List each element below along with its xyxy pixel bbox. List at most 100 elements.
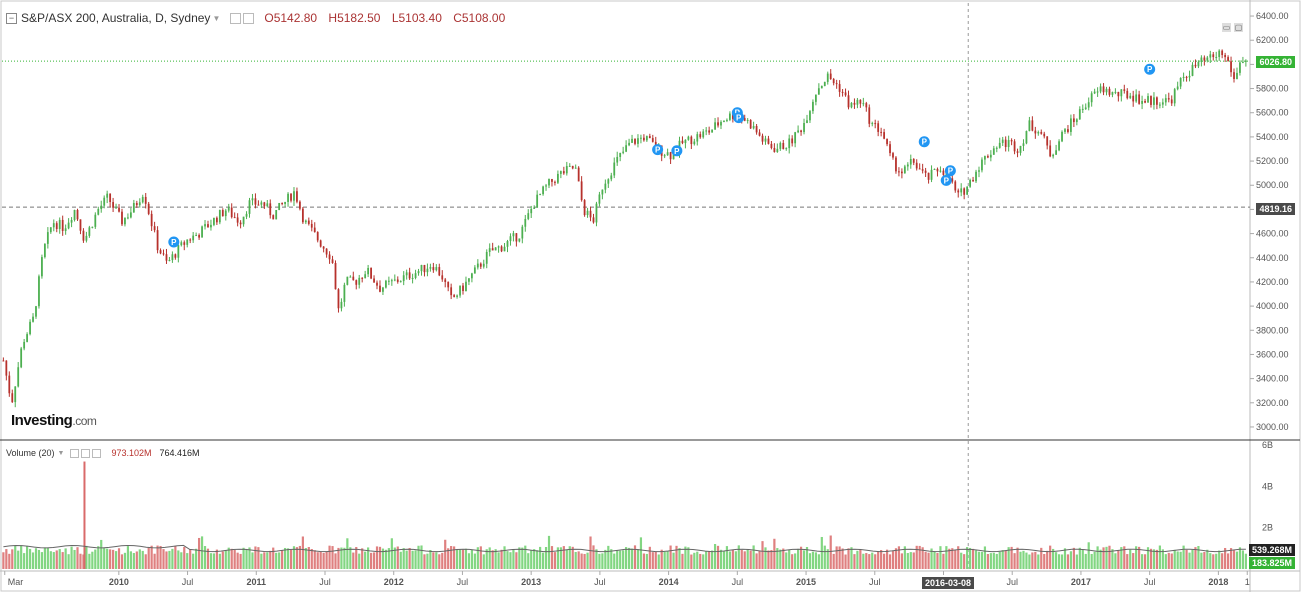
volume-bar xyxy=(364,551,367,569)
volume-bar xyxy=(1034,551,1037,569)
candle-body xyxy=(868,107,871,124)
y-tick-label: 4400.00 xyxy=(1256,253,1289,263)
close-icon[interactable] xyxy=(243,12,255,24)
candle-body xyxy=(960,188,963,193)
volume-bar xyxy=(1200,552,1203,569)
settings-icon[interactable] xyxy=(81,448,91,458)
candle-body xyxy=(981,159,983,171)
volume-bar xyxy=(1179,551,1182,569)
volume-bar xyxy=(1114,553,1117,569)
volume-bar xyxy=(367,547,370,569)
volume-label[interactable]: Volume (20) xyxy=(6,448,55,458)
volume-bar xyxy=(254,546,257,569)
x-tick-label: 2017 xyxy=(1071,577,1091,587)
volume-bar xyxy=(482,554,485,569)
volume-bar xyxy=(1093,551,1096,569)
volume-bar xyxy=(325,551,328,569)
event-marker[interactable] xyxy=(940,174,952,186)
volume-bar xyxy=(939,546,942,569)
volume-bar xyxy=(817,554,820,569)
eye-icon[interactable] xyxy=(70,448,80,458)
volume-bar xyxy=(1117,550,1120,569)
volume-bar xyxy=(1185,549,1188,569)
volume-bar xyxy=(598,553,601,569)
volume-bar xyxy=(808,553,812,569)
candle-body xyxy=(773,147,776,153)
volume-bar xyxy=(960,552,963,569)
close-icon[interactable] xyxy=(92,448,102,458)
candle-body xyxy=(1153,97,1155,105)
candle-body xyxy=(310,223,313,228)
volume-bar xyxy=(921,547,924,569)
volume-bar xyxy=(556,547,560,569)
event-marker[interactable] xyxy=(918,136,930,148)
candle-body xyxy=(847,95,850,108)
event-marker[interactable] xyxy=(944,165,956,177)
candle-body xyxy=(651,138,654,142)
candle-body xyxy=(1236,72,1238,80)
volume-bar xyxy=(776,548,779,569)
candle-body xyxy=(429,267,432,269)
volume-bar xyxy=(5,549,8,569)
volume-bar xyxy=(847,548,850,569)
chevron-down-icon[interactable]: ▼ xyxy=(57,449,65,457)
maximize-icon[interactable]: ▢ xyxy=(1234,23,1243,32)
candle-body xyxy=(1138,94,1141,104)
event-marker[interactable] xyxy=(733,112,745,124)
candle-body xyxy=(1058,141,1060,151)
volume-bar xyxy=(681,553,684,569)
candle-body xyxy=(447,281,450,288)
logo-suffix: .com xyxy=(72,414,97,428)
volume-bar xyxy=(989,553,992,569)
candle-body xyxy=(889,144,891,154)
candle-body xyxy=(1144,101,1146,103)
volume-bar xyxy=(1140,554,1144,569)
candle-body xyxy=(770,143,773,148)
candle-body xyxy=(370,267,372,279)
candle-body xyxy=(1019,145,1022,153)
collapse-icon[interactable]: − xyxy=(6,12,17,24)
candle-body xyxy=(192,235,195,241)
event-marker[interactable] xyxy=(652,144,664,156)
volume-ma-value: 764.416M xyxy=(159,448,200,458)
candle-body xyxy=(992,148,995,155)
volume-bar xyxy=(521,547,524,569)
volume-bar xyxy=(289,549,293,569)
candle-body xyxy=(1016,151,1019,153)
candle-body xyxy=(385,280,387,288)
volume-header: Volume (20) ▼ 973.102M 764.416M xyxy=(6,448,200,458)
volume-bar xyxy=(1218,550,1221,569)
settings-icon[interactable] xyxy=(230,12,242,24)
last-price-tag: 6026.80 xyxy=(1256,56,1295,68)
candle-body xyxy=(331,259,334,264)
x-tick-label: 2013 xyxy=(521,577,541,587)
symbol-label[interactable]: S&P/ASX 200, Australia, D, Sydney xyxy=(21,11,211,25)
candle-body xyxy=(548,179,550,186)
volume-bar xyxy=(995,553,998,569)
candle-body xyxy=(417,271,420,274)
chevron-down-icon[interactable]: ▼ xyxy=(212,13,221,23)
candle-body xyxy=(1111,92,1114,95)
event-marker-label: P xyxy=(922,138,928,147)
restore-icon[interactable]: ▭ xyxy=(1222,23,1231,32)
volume-bar xyxy=(426,553,429,569)
candle-body xyxy=(1242,61,1244,63)
event-marker[interactable] xyxy=(1144,63,1156,75)
candle-body xyxy=(393,279,396,281)
candle-body xyxy=(70,220,73,223)
event-marker[interactable] xyxy=(671,145,683,157)
candle-body xyxy=(379,285,381,292)
close-value: C5108.00 xyxy=(453,11,506,25)
volume-bar xyxy=(206,548,210,569)
volume-bar xyxy=(1099,549,1102,569)
y-tick-label: 3800.00 xyxy=(1256,325,1289,335)
volume-bar xyxy=(358,553,361,569)
candle-body xyxy=(711,129,714,133)
volume-bar xyxy=(853,554,856,569)
volume-bar xyxy=(924,551,927,569)
volume-bar xyxy=(696,551,699,569)
volume-bar xyxy=(862,553,865,569)
volume-bar xyxy=(823,545,826,569)
event-marker[interactable] xyxy=(168,236,180,248)
